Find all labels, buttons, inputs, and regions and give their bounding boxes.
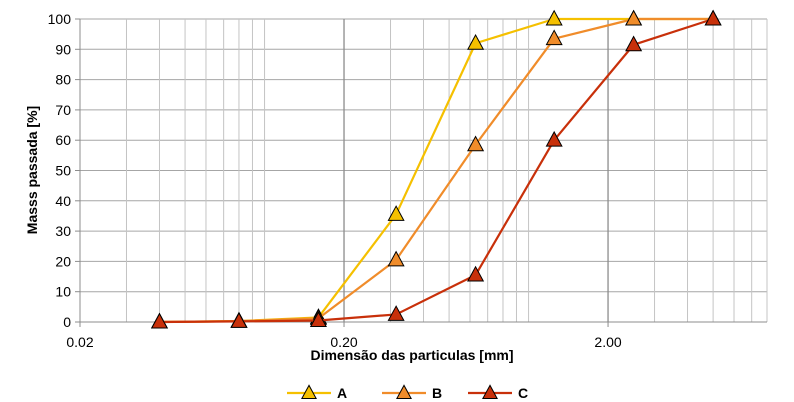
data-point-C bbox=[545, 130, 563, 147]
data-point-C bbox=[625, 35, 643, 52]
data-series bbox=[150, 9, 722, 329]
y-tick-label: 50 bbox=[55, 163, 71, 179]
y-tick-label: 20 bbox=[55, 253, 71, 269]
data-point-C bbox=[387, 305, 405, 321]
legend-label-C: C bbox=[518, 385, 528, 401]
data-point-C bbox=[309, 311, 327, 327]
series-B bbox=[150, 9, 722, 329]
data-point-C bbox=[230, 312, 248, 328]
grid-lines bbox=[80, 18, 768, 322]
data-point-A bbox=[545, 9, 563, 26]
y-tick-label: 0 bbox=[63, 314, 71, 330]
series-line-C bbox=[159, 17, 714, 324]
y-tick-label: 70 bbox=[55, 102, 71, 118]
y-axis-title: Masss passada [%] bbox=[24, 106, 40, 234]
y-tick-label: 40 bbox=[55, 193, 71, 209]
y-tick-label: 10 bbox=[55, 284, 71, 300]
data-point-A bbox=[387, 205, 405, 221]
legend-marker-B bbox=[396, 384, 412, 400]
legend-marker-A bbox=[301, 384, 317, 400]
axes bbox=[75, 18, 767, 327]
series-C bbox=[150, 9, 722, 329]
data-point-B bbox=[545, 29, 563, 46]
legend-label-B: B bbox=[432, 385, 442, 401]
legend-marker-C bbox=[482, 384, 498, 400]
x-tick-label: 2.00 bbox=[594, 334, 621, 350]
data-point-C bbox=[467, 265, 485, 282]
data-point-C bbox=[704, 9, 722, 26]
data-point-C bbox=[150, 312, 169, 329]
y-tick-label: 100 bbox=[48, 11, 72, 27]
y-tick-label: 30 bbox=[55, 223, 71, 239]
data-point-B bbox=[625, 9, 643, 26]
x-axis-title: Dimensão das particulas [mm] bbox=[310, 347, 513, 363]
series-A bbox=[150, 9, 722, 329]
y-tick-label: 60 bbox=[55, 132, 71, 148]
y-tick-labels: 0 10 20 30 40 50 60 70 80 90 100 bbox=[48, 11, 72, 330]
y-tick-label: 80 bbox=[55, 72, 71, 88]
legend-label-A: A bbox=[337, 385, 347, 401]
y-tick-label: 90 bbox=[55, 41, 71, 57]
x-tick-label: 0.02 bbox=[66, 334, 93, 350]
legend: A B C bbox=[287, 384, 528, 401]
data-point-B bbox=[387, 250, 405, 267]
data-point-B bbox=[467, 135, 485, 152]
data-point-A bbox=[467, 33, 485, 50]
x-tick-label: 0.20 bbox=[330, 334, 357, 350]
x-tick-labels: 0.02 0.20 2.00 bbox=[66, 334, 622, 350]
